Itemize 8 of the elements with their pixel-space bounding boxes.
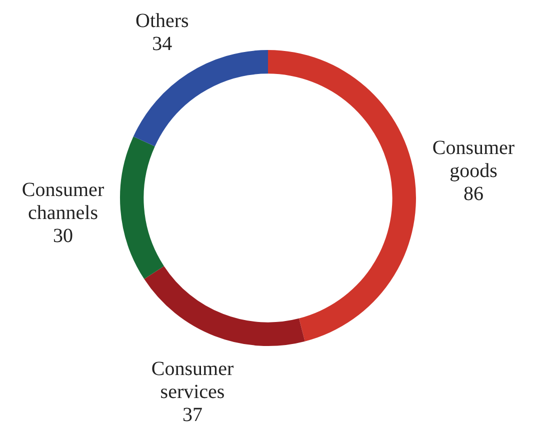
data-label: 86 bbox=[463, 183, 484, 206]
data-label: 37 bbox=[182, 404, 202, 426]
slice-label: Others bbox=[136, 10, 190, 32]
data-label: 30 bbox=[52, 224, 73, 247]
slice-label: Consumer services bbox=[151, 358, 234, 404]
slice-label: Consumer channels bbox=[22, 178, 104, 224]
slice-label: Consumer goods bbox=[432, 137, 515, 182]
data-label: 34 bbox=[152, 33, 172, 56]
